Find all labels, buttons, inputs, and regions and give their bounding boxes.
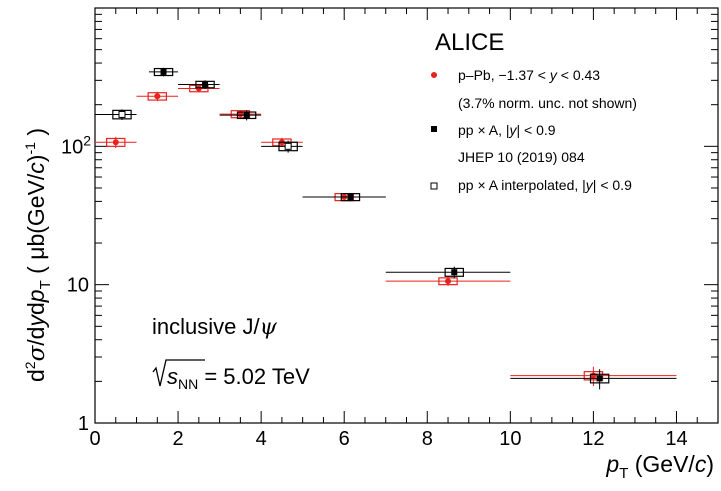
marker-circle bbox=[154, 93, 161, 100]
marker-square bbox=[160, 68, 167, 75]
marker-square bbox=[347, 194, 354, 201]
y-axis-label: d2σ/dydpT ( μb(GeV/c)-1 ) bbox=[22, 128, 54, 382]
marker-square bbox=[243, 112, 250, 119]
svg-text:pp × A interpolated, |y| < 0.: pp × A interpolated, |y| < 0.9 bbox=[458, 177, 632, 193]
x-tick-label: 8 bbox=[422, 428, 433, 450]
series-1 bbox=[148, 67, 677, 390]
data-point bbox=[510, 369, 677, 390]
x-tick-label: 0 bbox=[89, 428, 100, 450]
x-axis-label: pT (GeV/c) bbox=[605, 451, 714, 482]
x-tick-label: 2 bbox=[173, 428, 184, 450]
x-tick-label: 6 bbox=[339, 428, 350, 450]
data-point bbox=[302, 192, 386, 202]
legend-entry-ppxa-interp: pp × A interpolated, |y| < 0.9 bbox=[430, 177, 632, 193]
data-point bbox=[136, 91, 179, 102]
x-tick-label: 14 bbox=[665, 428, 687, 450]
legend: p–Pb, −1.37 < y < 0.43 (3.7% norm. unc. … bbox=[430, 67, 637, 193]
legend-marker-open-square bbox=[430, 182, 438, 190]
x-tick-label: 4 bbox=[256, 428, 267, 450]
experiment-label: ALICE bbox=[435, 29, 504, 56]
data-point bbox=[95, 109, 137, 121]
marker-open-square bbox=[118, 110, 126, 118]
plot-frame bbox=[94, 7, 719, 424]
marker-square bbox=[451, 269, 458, 276]
annotation-inclusive-jpsi: inclusive J/ψ bbox=[152, 314, 278, 340]
y-tick-label: 10 bbox=[67, 275, 89, 297]
marker-circle bbox=[445, 278, 452, 285]
data-point bbox=[148, 67, 179, 77]
data-point bbox=[510, 366, 677, 387]
legend-marker-black-square bbox=[431, 126, 437, 132]
data-point bbox=[178, 84, 220, 93]
marker-square bbox=[202, 81, 209, 88]
legend-marker-red-circle bbox=[431, 72, 437, 78]
legend-entry-ppxa: pp × A, |y| < 0.9 bbox=[431, 122, 556, 138]
svg-text:pp × A, |y| < 0.9: pp × A, |y| < 0.9 bbox=[458, 122, 556, 138]
data-point bbox=[178, 80, 220, 89]
svg-text:p–Pb, −1.37 < y < 0.43: p–Pb, −1.37 < y < 0.43 bbox=[458, 67, 600, 83]
data-point bbox=[385, 266, 511, 279]
data-point bbox=[219, 110, 262, 121]
marker-circle bbox=[195, 85, 202, 92]
y-tick-label: 1 bbox=[78, 413, 89, 435]
annotation-energy: sNN = 5.02 TeV bbox=[152, 359, 310, 392]
legend-ppb-sublabel: (3.7% norm. unc. not shown) bbox=[458, 95, 637, 111]
legend-entry-ppb: p–Pb, −1.37 < y < 0.43 bbox=[431, 67, 600, 83]
data-point bbox=[261, 140, 303, 153]
legend-ppxa-reference: JHEP 10 (2019) 084 bbox=[458, 149, 585, 165]
data-point bbox=[385, 276, 511, 286]
marker-square bbox=[596, 375, 603, 382]
x-tick-label: 12 bbox=[582, 428, 604, 450]
data-point bbox=[95, 136, 137, 149]
series-2 bbox=[95, 109, 303, 153]
marker-circle bbox=[112, 139, 119, 146]
series-0 bbox=[95, 84, 677, 387]
x-tick-label: 10 bbox=[499, 428, 521, 450]
data-point bbox=[219, 110, 262, 119]
marker-open-square bbox=[284, 142, 292, 150]
svg-text:sNN = 5.02 TeV: sNN = 5.02 TeV bbox=[167, 364, 310, 392]
marker-circle bbox=[590, 372, 597, 379]
y-tick-label: 102 bbox=[61, 132, 91, 158]
